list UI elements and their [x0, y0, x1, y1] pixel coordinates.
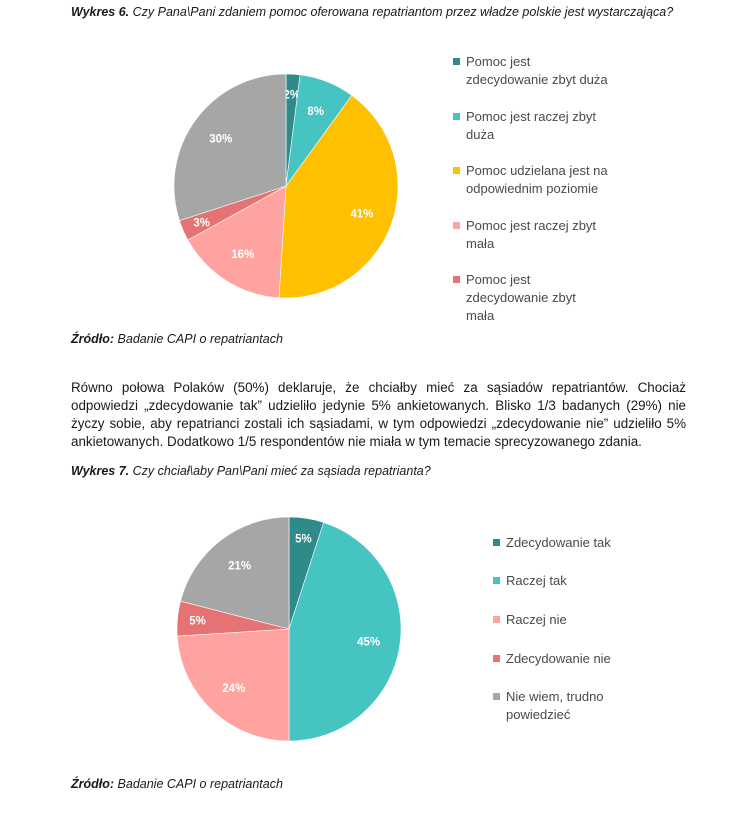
chart1-slice-label-1: 8% — [307, 106, 324, 118]
chart2-legend-swatch-3 — [493, 655, 500, 662]
chart1-slice-label-0: 2% — [283, 89, 300, 101]
chart2-legend-swatch-0 — [493, 539, 500, 546]
chart1-slice-5 — [173, 73, 287, 221]
chart2-legend-item-3: Zdecydowanie nie — [506, 651, 611, 666]
chart1-source-label: Źródło: — [71, 332, 115, 346]
chart2-caption-text: Czy chciał\aby Pan\Pani mieć za sąsiada … — [132, 464, 431, 478]
chart2-legend-swatch-4 — [493, 693, 500, 700]
chart2-source: Źródło: Badanie CAPI o repatriantach — [71, 777, 283, 791]
chart1-legend-item-1: Pomoc jest raczej zbyt duża — [466, 109, 596, 142]
chart1-slice-label-3: 16% — [231, 249, 254, 261]
chart1-legend-swatch-2 — [453, 167, 460, 174]
chart1-legend-swatch-4 — [453, 276, 460, 283]
chart1-caption: Wykres 6. Czy Pana\Pani zdaniem pomoc of… — [71, 5, 673, 19]
chart2-legend-item-4: Nie wiem, trudno powiedzieć — [506, 689, 604, 722]
chart1-caption-label: Wykres 6. — [71, 5, 130, 19]
body-paragraph: Równo połowa Polaków (50%) deklaruje, że… — [71, 380, 686, 449]
chart2-slice-4 — [180, 516, 290, 630]
chart1-slice-label-5: 30% — [209, 134, 232, 146]
chart2-legend-item-2: Raczej nie — [506, 612, 567, 627]
chart1-source-text: Badanie CAPI o repatriantach — [117, 332, 283, 346]
chart2-legend-item-0: Zdecydowanie tak — [506, 535, 611, 550]
chart1-slice-2 — [278, 94, 399, 299]
chart2-slice-1 — [288, 522, 402, 742]
chart1-legend-swatch-3 — [453, 222, 460, 229]
chart1-caption-text: Czy Pana\Pani zdaniem pomoc oferowana re… — [132, 5, 674, 19]
chart1-slice-label-2: 41% — [350, 208, 373, 220]
chart1-legend-swatch-1 — [453, 113, 460, 120]
chart2-source-label: Źródło: — [71, 777, 115, 791]
chart1-legend-item-3: Pomoc jest raczej zbyt mała — [466, 218, 596, 251]
chart2-slice-label-3: 5% — [189, 615, 206, 627]
chart1-slice-label-4: 3% — [193, 218, 210, 230]
chart2-caption: Wykres 7. Czy chciał\aby Pan\Pani mieć z… — [71, 464, 431, 478]
chart2-slice-label-0: 5% — [295, 533, 312, 545]
chart1-legend-item-2: Pomoc udzielana jest na odpowiednim pozio… — [466, 163, 608, 196]
chart1-slice-3 — [187, 185, 287, 299]
chart2-pie: 5% 45% 24% 5% 21% Zdecydowanie tak Raczej tak R… — [176, 516, 611, 742]
chart1-legend-swatch-0 — [453, 58, 460, 65]
chart2-legend-swatch-2 — [493, 616, 500, 623]
chart2-source-text: Badanie CAPI o repatriantach — [117, 777, 283, 791]
chart2-slice-2 — [176, 628, 290, 742]
chart2-legend-item-1: Raczej tak — [506, 573, 567, 588]
chart1-source: Źródło: Badanie CAPI o repatriantach — [71, 332, 283, 346]
chart2-slice-label-1: 45% — [357, 637, 380, 649]
chart2-legend-swatch-1 — [493, 577, 500, 584]
chart1-legend-item-4: Pomoc jest zdecydowanie zbyt mała — [466, 272, 576, 320]
chart1-legend-item-0: Pomoc jest zdecydowanie zbyt duża — [466, 54, 608, 87]
chart2-slice-label-4: 21% — [228, 560, 251, 572]
chart2-slice-label-2: 24% — [222, 683, 245, 695]
chart1-pie: 2% 8% 41% 16% 3% 30% Pomoc jest zdecydowanie zb… — [173, 54, 608, 320]
chart2-caption-label: Wykres 7. — [71, 464, 130, 478]
